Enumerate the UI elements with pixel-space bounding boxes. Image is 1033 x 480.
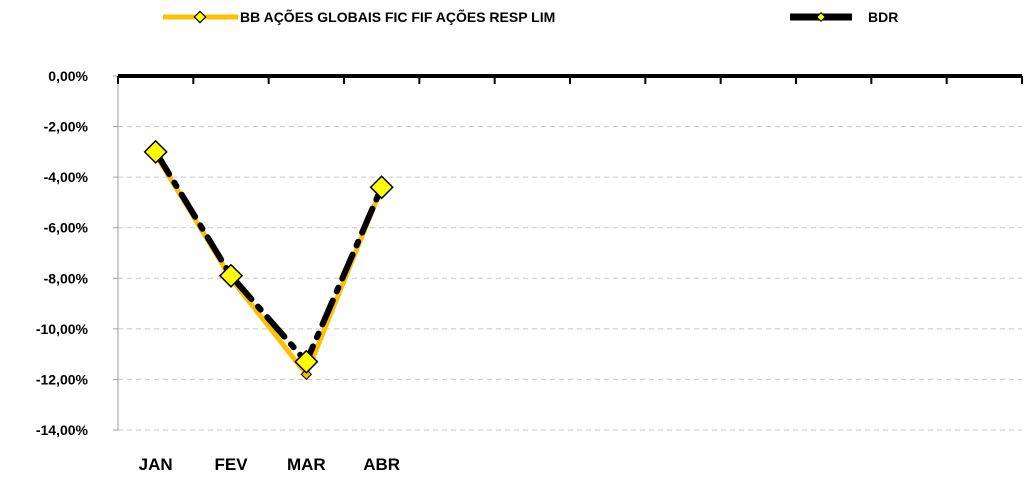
- y-tick-label: -10,00%: [36, 321, 89, 337]
- y-tick-label: -2,00%: [44, 119, 89, 135]
- y-tick-label: -8,00%: [44, 270, 89, 286]
- series-bdr-point: [294, 349, 319, 374]
- series-bdr-point: [143, 139, 168, 164]
- y-tick-label: -4,00%: [44, 169, 89, 185]
- x-tick-label: FEV: [214, 455, 248, 474]
- series-fund-point: [300, 368, 313, 381]
- legend: BB AÇÕES GLOBAIS FIC FIF AÇÕES RESP LIM …: [163, 8, 898, 25]
- legend-item-bdr: BDR: [790, 9, 898, 25]
- series-bdr-point: [369, 175, 394, 200]
- axis-layer: [113, 74, 1023, 431]
- x-tick-label: JAN: [139, 455, 173, 474]
- legend-bdr-marker: [816, 12, 826, 22]
- grid-layer: [118, 126, 1022, 431]
- y-tick-label: -12,00%: [36, 371, 89, 387]
- x-tick-label-layer: JAN FEV MAR ABR: [139, 455, 400, 474]
- legend-fund-label: BB AÇÕES GLOBAIS FIC FIF AÇÕES RESP LIM: [240, 8, 555, 25]
- legend-item-fund: BB AÇÕES GLOBAIS FIC FIF AÇÕES RESP LIM: [163, 8, 555, 25]
- legend-fund-marker: [193, 10, 207, 24]
- y-tick-label: -14,00%: [36, 422, 89, 438]
- legend-bdr-label: BDR: [868, 9, 898, 25]
- series-bdr-line: [152, 148, 385, 368]
- y-tick-label: -6,00%: [44, 220, 89, 236]
- series-bdr-point: [218, 263, 244, 288]
- x-tick-label: ABR: [363, 455, 400, 474]
- y-tick-label: 0,00%: [48, 68, 88, 84]
- x-tick-label: MAR: [287, 455, 326, 474]
- series-layer: [143, 139, 394, 381]
- y-tick-label-layer: 0,00% -2,00% -4,00% -6,00% -8,00% -10,00% -12,…: [36, 68, 89, 438]
